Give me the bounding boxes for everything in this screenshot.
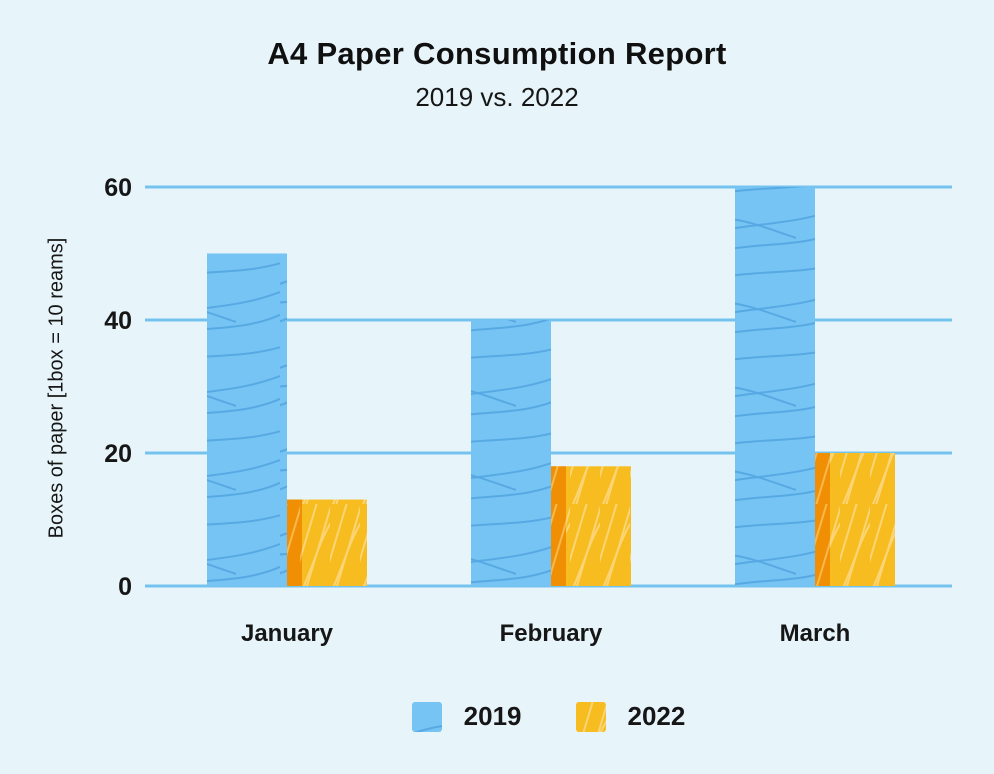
y-tick-label-40: 40 bbox=[104, 307, 132, 335]
bar-2022-february-accent-stripe bbox=[551, 466, 566, 586]
bar-2022-january-accent-stripe bbox=[287, 499, 302, 586]
bar-2019-february bbox=[471, 320, 551, 586]
bar-2019-march bbox=[735, 187, 815, 586]
legend: 2019 2022 bbox=[145, 701, 952, 732]
legend-item-2019: 2019 bbox=[411, 701, 522, 732]
bar-2019-january bbox=[207, 253, 287, 586]
bar-2022-march-accent-stripe bbox=[815, 453, 830, 586]
x-tick-label-march: March bbox=[780, 620, 851, 647]
legend-item-2022: 2022 bbox=[575, 701, 686, 732]
y-tick-label-60: 60 bbox=[104, 174, 132, 202]
y-tick-label-0: 0 bbox=[118, 573, 132, 601]
bars bbox=[207, 187, 895, 586]
legend-label-2022: 2022 bbox=[627, 701, 686, 731]
y-tick-labels: 0 20 40 60 bbox=[104, 174, 132, 601]
chart-subtitle: 2019 vs. 2022 bbox=[415, 82, 579, 112]
x-tick-label-january: January bbox=[241, 620, 334, 647]
x-tick-label-february: February bbox=[500, 620, 603, 647]
legend-swatch-2022 bbox=[575, 701, 606, 732]
legend-swatch-2019 bbox=[411, 701, 442, 732]
y-tick-label-20: 20 bbox=[104, 440, 132, 468]
x-tick-labels: January February March bbox=[241, 620, 850, 647]
chart-title: A4 Paper Consumption Report bbox=[267, 36, 727, 71]
legend-label-2019: 2019 bbox=[463, 701, 522, 731]
